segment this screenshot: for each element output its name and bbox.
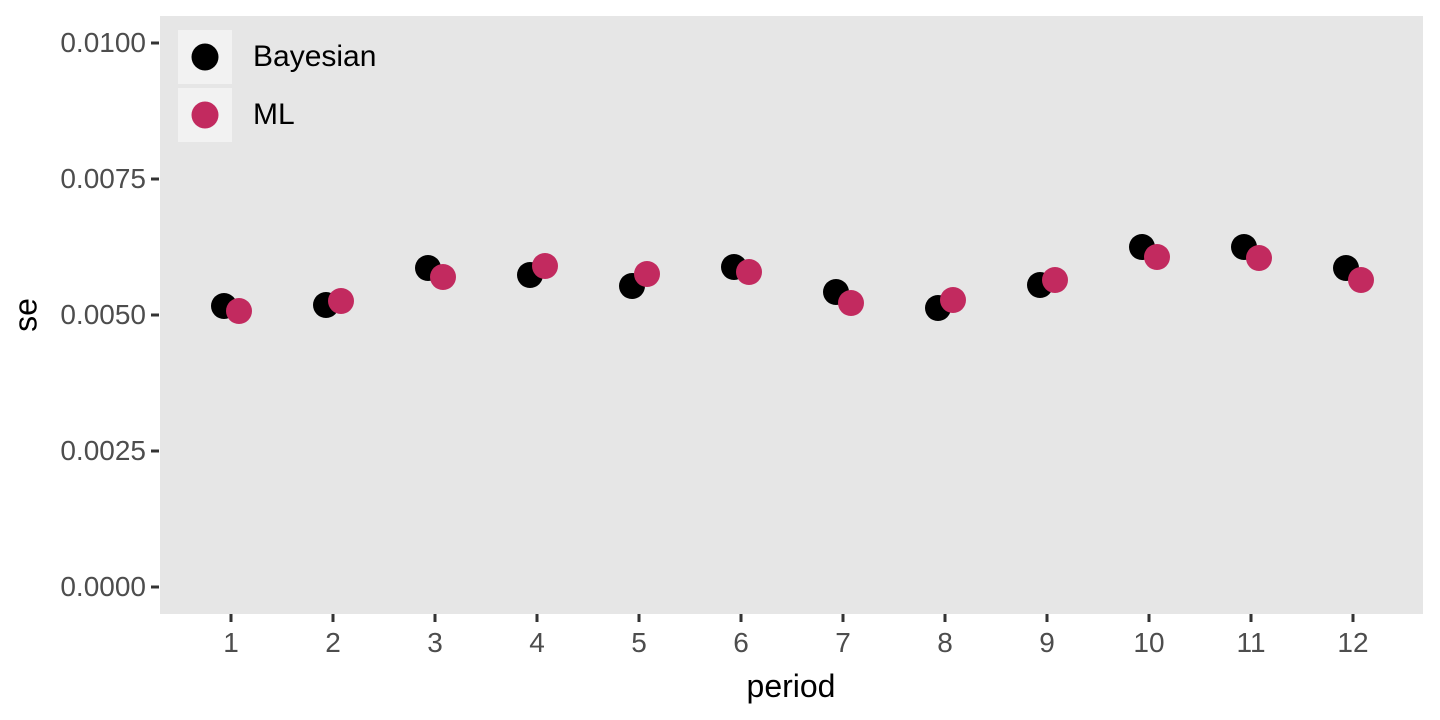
x-tick-label: 6 — [733, 627, 749, 658]
legend-dot-ml — [191, 101, 219, 129]
x-tick-mark — [637, 614, 641, 622]
x-tick-label: 9 — [1039, 627, 1055, 658]
legend-label-bayesian: Bayesian — [253, 40, 377, 73]
x-tick-mark — [739, 614, 743, 622]
x-tick-mark — [1249, 614, 1253, 622]
y-tick-label: 0.0000 — [60, 570, 146, 602]
x-tick-label: 1 — [223, 627, 239, 658]
x-tick-label: 5 — [631, 627, 647, 658]
y-tick-label: 0.0100 — [60, 27, 146, 59]
y-tick-mark — [151, 313, 159, 317]
x-tick-label: 7 — [835, 627, 851, 658]
x-tick-label: 11 — [1236, 627, 1266, 658]
x-tick-mark — [943, 614, 947, 622]
plot-panel — [160, 16, 1423, 614]
data-point-ml — [1347, 266, 1374, 293]
data-point-ml — [837, 290, 864, 317]
legend-label-ml: ML — [253, 98, 295, 131]
legend-dot-bayesian — [191, 43, 219, 71]
x-tick-mark — [229, 614, 233, 622]
x-tick-label: 2 — [325, 627, 341, 658]
y-axis-title: se — [7, 298, 44, 332]
data-point-ml — [1245, 245, 1272, 272]
y-tick-label: 0.0050 — [60, 299, 146, 330]
y-tick-label: 0.0025 — [60, 434, 146, 466]
data-point-ml — [633, 260, 660, 287]
legend-key-ml — [178, 88, 232, 142]
data-point-ml — [429, 264, 456, 291]
x-tick-label: 3 — [427, 627, 443, 658]
x-tick-label: 8 — [937, 627, 953, 658]
y-tick-mark — [151, 177, 159, 181]
y-tick-mark — [151, 41, 159, 45]
x-tick-mark — [535, 614, 539, 622]
x-tick-label: 10 — [1133, 627, 1165, 658]
x-tick-mark — [331, 614, 335, 622]
y-tick-mark — [151, 585, 159, 589]
x-axis-title: period — [746, 668, 836, 704]
data-point-ml — [1143, 243, 1170, 270]
y-tick-mark — [151, 449, 159, 453]
x-tick-label: 12 — [1337, 627, 1369, 658]
x-tick-mark — [1045, 614, 1049, 622]
y-tick-label: 0.0075 — [60, 163, 146, 195]
data-point-ml — [939, 287, 966, 314]
x-tick-mark — [1147, 614, 1151, 622]
data-point-ml — [531, 252, 558, 279]
x-tick-mark — [1351, 614, 1355, 622]
data-point-ml — [225, 297, 252, 324]
x-tick-label: 4 — [529, 627, 545, 658]
data-point-ml — [735, 258, 762, 285]
data-point-ml — [327, 288, 354, 315]
x-tick-mark — [841, 614, 845, 622]
data-point-ml — [1041, 267, 1068, 294]
legend-key-bayesian — [178, 30, 232, 84]
x-tick-mark — [433, 614, 437, 622]
